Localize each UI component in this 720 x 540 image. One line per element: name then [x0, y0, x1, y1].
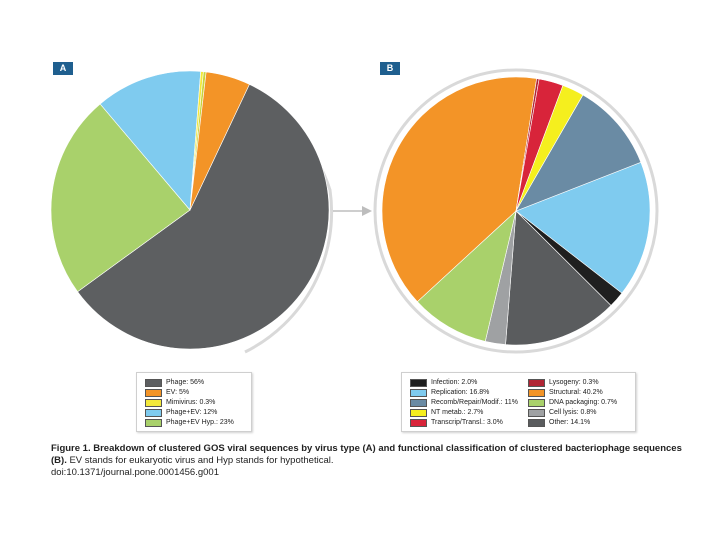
legend-b-item-7: DNA packaging: 0.7%	[528, 398, 617, 408]
legend-b-swatch-4	[410, 419, 427, 427]
legend-b-item-1: Replication: 16.8%	[410, 388, 489, 398]
legend-b-label-8: Cell lysis: 0.8%	[549, 409, 597, 416]
legend-b-swatch-3	[410, 409, 427, 417]
legend-b-item-3: NT metab.: 2.7%	[410, 408, 483, 418]
legend-a-swatch-1	[145, 389, 162, 397]
pie-a-slice-5	[189, 71, 250, 211]
legend-b-label-6: Structural: 40.2%	[549, 389, 603, 396]
legend-b-item-5: Lysogeny: 0.3%	[528, 378, 599, 388]
legend-b-item-2: Recomb/Repair/Modif.: 11%	[410, 398, 518, 408]
legend-a-label-4: Phage+EV Hyp.: 23%	[166, 419, 234, 426]
legend-b-label-3: NT metab.: 2.7%	[431, 409, 484, 416]
legend-b-label-7: DNA packaging: 0.7%	[549, 399, 618, 406]
legend-b-item-6: Structural: 40.2%	[528, 388, 603, 398]
caption-title: Figure 1. Breakdown of clustered GOS vir…	[51, 443, 682, 466]
legend-a-item-1: EV: 5%	[145, 388, 189, 398]
legend-b-item-4: Transcrip/Transl.: 3.0%	[410, 418, 503, 428]
pie-chart-b	[381, 76, 651, 346]
legend-b: Infection: 2.0% Replication: 16.8% Recomb/…	[401, 372, 636, 432]
legend-b-item-0: Infection: 2.0%	[410, 378, 477, 388]
caption-doi: doi:10.1371/journal.pone.0001456.g001	[51, 467, 219, 478]
legend-b-item-9: Other: 14.1%	[528, 418, 590, 428]
legend-a-swatch-0	[145, 379, 162, 387]
pie-chart-a	[50, 70, 330, 350]
legend-a-label-3: Phage+EV: 12%	[166, 409, 218, 416]
legend-b-swatch-1	[410, 389, 427, 397]
legend-b-swatch-9	[528, 419, 545, 427]
pie-b-slice-4	[416, 210, 517, 342]
legend-b-swatch-2	[410, 399, 427, 407]
caption-body: EV stands for eukaryotic virus and Hyp s…	[69, 455, 334, 466]
pie-b-slice-0	[515, 161, 651, 294]
legend-b-swatch-7	[528, 399, 545, 407]
legend-b-label-9: Other: 14.1%	[549, 419, 591, 426]
legend-b-swatch-0	[410, 379, 427, 387]
connector-arrow	[333, 206, 372, 216]
arrow-head	[362, 206, 372, 216]
pie-b-outline-ring	[373, 68, 659, 354]
legend-b-label-0: Infection: 2.0%	[431, 379, 478, 386]
legend-a-swatch-4	[145, 419, 162, 427]
panel-label-a: A	[53, 62, 73, 75]
legend-b-label-5: Lysogeny: 0.3%	[549, 379, 599, 386]
legend-a: Phage: 56% EV: 5% Mimivirus: 0.3% Phage+EV:…	[136, 372, 252, 432]
legend-a-item-0: Phage: 56%	[145, 378, 204, 388]
pie-a-slice-2	[99, 70, 202, 211]
legend-a-item-4: Phage+EV Hyp.: 23%	[145, 418, 234, 428]
legend-a-item-2: Mimivirus: 0.3%	[145, 398, 215, 408]
legend-b-item-8: Cell lysis: 0.8%	[528, 408, 596, 418]
legend-a-label-1: EV: 5%	[166, 389, 190, 396]
legend-a-label-0: Phage: 56%	[166, 379, 205, 386]
pie-a-slice-0	[77, 83, 330, 350]
legend-b-swatch-8	[528, 409, 545, 417]
legend-b-label-2: Recomb/Repair/Modif.: 11%	[431, 399, 519, 406]
pie-a-slice-1	[50, 103, 191, 293]
legend-a-swatch-2	[145, 399, 162, 407]
legend-a-swatch-3	[145, 409, 162, 417]
legend-b-label-1: Replication: 16.8%	[431, 389, 490, 396]
pie-b-slice-9	[515, 94, 642, 212]
pie-b-slice-2	[505, 210, 612, 346]
figure-caption: Figure 1. Breakdown of clustered GOS vir…	[51, 443, 691, 479]
panel-label-b: B	[380, 62, 400, 75]
legend-a-label-2: Mimivirus: 0.3%	[166, 399, 216, 406]
legend-b-swatch-5	[528, 379, 545, 387]
legend-b-swatch-6	[528, 389, 545, 397]
pie-b-slice-5	[381, 76, 538, 303]
legend-b-label-4: Transcrip/Transl.: 3.0%	[431, 419, 503, 426]
legend-a-item-3: Phage+EV: 12%	[145, 408, 217, 418]
